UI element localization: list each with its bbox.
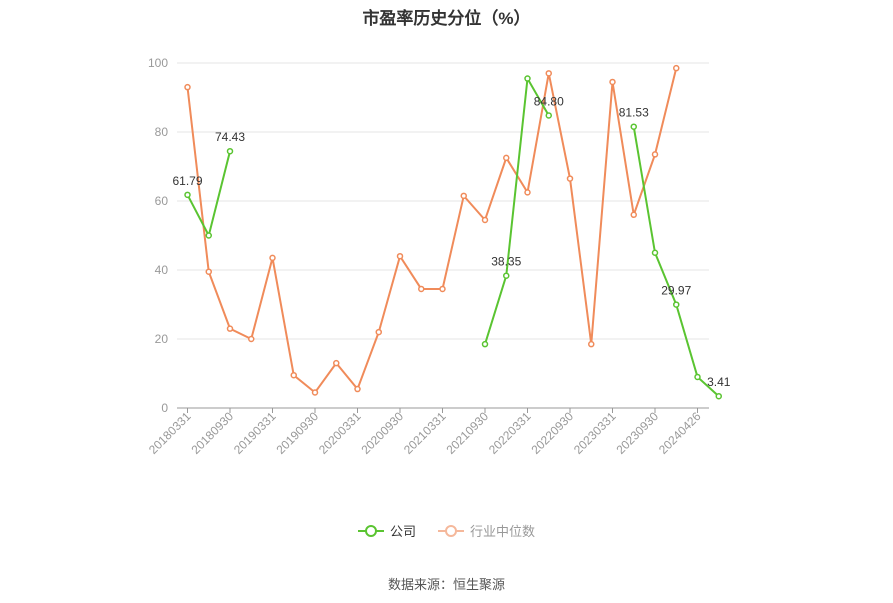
data-label: 84.80	[534, 94, 564, 108]
data-source: 数据来源：恒生聚源	[387, 577, 505, 592]
y-axis-labels: 0 20 40 60 80 100	[148, 56, 168, 415]
data-point[interactable]	[333, 359, 340, 367]
x-tick-label: 20230331	[571, 409, 619, 457]
x-tick-label: 20200930	[358, 409, 406, 457]
data-point[interactable]	[418, 285, 425, 293]
data-point[interactable]	[460, 192, 467, 200]
data-point[interactable]	[205, 232, 212, 239]
axes	[177, 407, 709, 413]
data-point[interactable]	[205, 268, 212, 275]
legend-label-industry-median: 行业中位数	[470, 524, 536, 539]
x-tick-label: 20240426	[656, 409, 704, 457]
y-tick-label: 60	[155, 194, 169, 208]
legend: 公司 行业中位数	[0, 521, 893, 540]
data-point[interactable]	[354, 385, 361, 393]
data-point[interactable]	[630, 123, 637, 130]
data-point[interactable]	[545, 70, 552, 77]
data-point[interactable]	[545, 112, 552, 119]
x-tick-label: 20190930	[273, 409, 321, 457]
data-point[interactable]	[184, 191, 191, 199]
data-label: 29.97	[661, 284, 691, 298]
data-point[interactable]	[566, 175, 574, 182]
series-line	[186, 150, 231, 239]
y-tick-label: 40	[155, 263, 169, 277]
data-point[interactable]	[609, 78, 616, 86]
x-tick-label: 20230930	[613, 409, 661, 457]
x-tick-label: 20220331	[486, 409, 534, 457]
legend-swatch-industry-median	[438, 524, 464, 538]
series-industry-median	[184, 64, 680, 396]
y-tick-label: 100	[148, 56, 168, 70]
data-point[interactable]	[673, 301, 680, 308]
grid-lines	[177, 62, 709, 340]
data-point[interactable]	[184, 83, 191, 91]
x-tick-label: 20190331	[231, 409, 279, 457]
data-label: 3.41	[707, 375, 731, 389]
data-point[interactable]	[715, 392, 722, 400]
y-tick-label: 80	[155, 125, 169, 139]
data-point[interactable]	[588, 340, 595, 348]
legend-item-industry-median[interactable]: 行业中位数	[438, 521, 535, 540]
data-point[interactable]	[396, 252, 404, 260]
data-point[interactable]	[524, 189, 531, 196]
x-tick-label: 20180331	[146, 409, 194, 457]
data-point[interactable]	[290, 371, 297, 379]
data-point[interactable]	[439, 285, 446, 293]
series-group	[184, 64, 722, 400]
series-line	[632, 126, 720, 397]
series-line	[186, 67, 678, 394]
x-tick-label: 20180930	[188, 409, 236, 457]
y-tick-label: 0	[161, 401, 168, 415]
data-point[interactable]	[524, 75, 531, 82]
data-point[interactable]	[226, 147, 234, 155]
chart-title: 市盈率历史分位（%）	[362, 9, 531, 28]
data-point[interactable]	[226, 325, 234, 332]
x-tick-label: 20220930	[528, 409, 576, 457]
data-labels: 61.79 74.43 38.35 84.80 81.53 29.97 3.41	[172, 94, 730, 389]
series-company	[184, 75, 722, 400]
data-point[interactable]	[481, 340, 489, 348]
legend-label-company: 公司	[389, 524, 416, 539]
legend-item-company[interactable]: 公司	[357, 521, 416, 540]
data-point[interactable]	[481, 216, 489, 224]
data-point[interactable]	[269, 254, 276, 262]
data-point[interactable]	[248, 335, 255, 343]
data-point[interactable]	[673, 64, 680, 72]
x-axis-labels: 2018033120180930201903312019093020200331…	[146, 409, 704, 457]
data-point[interactable]	[375, 328, 382, 336]
x-tick-label: 20210331	[401, 409, 449, 457]
legend-swatch-company	[357, 524, 384, 538]
data-point[interactable]	[651, 249, 659, 256]
series-line	[484, 75, 550, 345]
data-label: 38.35	[491, 255, 521, 269]
data-point[interactable]	[503, 272, 510, 279]
x-tick-label: 20210930	[443, 409, 491, 457]
y-tick-label: 20	[155, 332, 169, 346]
data-point[interactable]	[630, 211, 637, 219]
data-label: 81.53	[619, 106, 649, 120]
data-point[interactable]	[311, 389, 319, 396]
data-point[interactable]	[651, 151, 659, 158]
data-point[interactable]	[503, 154, 510, 162]
data-label: 74.43	[215, 130, 245, 144]
x-tick-label: 20200331	[316, 409, 364, 457]
data-point[interactable]	[694, 373, 701, 381]
data-label: 61.79	[172, 174, 202, 188]
